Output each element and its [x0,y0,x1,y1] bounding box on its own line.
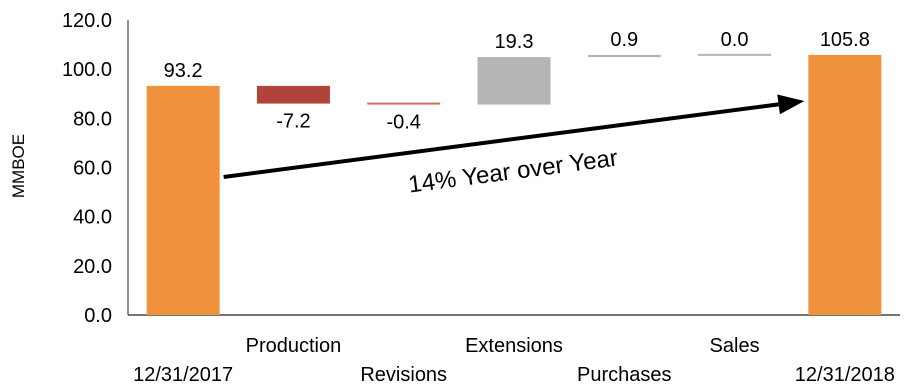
y-tick-label: 100.0 [62,59,112,81]
bar-1 [256,85,330,104]
waterfall-bars [146,53,882,316]
y-tick-label: 60.0 [73,158,112,180]
yoy-annotation: 14% Year over Year [223,94,805,199]
yoy-arrowhead [777,94,805,115]
category-labels: 12/31/2017 Production Revisions Extensions P… [133,335,895,386]
data-label: -0.4 [386,112,420,134]
y-tick-label: 40.0 [73,207,112,229]
bar-0 [146,85,220,315]
bar-3 [477,57,551,105]
data-labels: 93.2 -7.2 -0.4 19.3 0.9 0.0 105.8 [164,29,870,134]
category-label: Revisions [360,364,447,386]
bar-4 [587,54,661,58]
category-label: Production [246,335,342,357]
category-label: Extensions [465,335,563,357]
category-label: 12/31/2017 [133,364,233,386]
category-label: Purchases [577,364,672,386]
category-label: Sales [710,335,760,357]
bar-5 [698,53,772,56]
data-label: 0.9 [610,29,638,51]
y-tick-labels: 0.0 20.0 40.0 60.0 80.0 100.0 120.0 [62,10,112,327]
bar-6 [808,54,882,316]
data-label: 93.2 [164,60,203,82]
data-label: 0.0 [721,29,749,51]
y-tick-label: 80.0 [73,108,112,130]
y-tick-label: 0.0 [84,305,112,327]
yoy-arrow [223,102,779,179]
y-axis-label: MMBOE [9,134,28,198]
y-tick-label: 20.0 [73,256,112,278]
y-tick-label: 120.0 [62,10,112,32]
data-label: 105.8 [820,29,870,51]
data-label: -7.2 [276,111,310,133]
category-label: 12/31/2018 [795,364,895,386]
bar-2 [367,102,441,105]
yoy-annotation-text: 14% Year over Year [407,144,620,198]
data-label: 19.3 [495,31,534,53]
